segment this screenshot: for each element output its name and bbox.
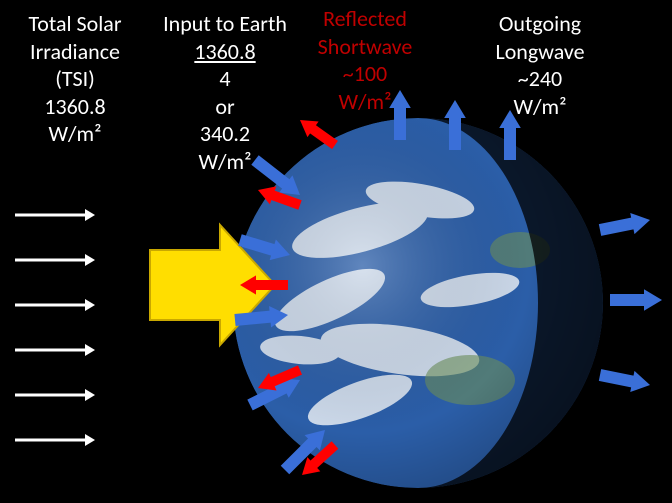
solar-rays [15,209,95,446]
diagram-stage: Total Solar Irradiance (TSI) 1360.8 W/m²… [0,0,672,503]
label-reflected-shortwave: Reflected Shortwave ~100 W/m² [300,5,430,115]
label-input-to-earth: Input to Earth1360.84or340.2W/m² [150,10,300,175]
input-arrow [150,225,275,345]
label-outgoing-longwave: Outgoing Longwave ~240 W/m² [470,10,610,120]
incoming-shortwave [235,160,325,470]
outgoing-right [600,213,662,392]
label-tsi: Total Solar Irradiance (TSI) 1360.8 W/m² [10,10,140,148]
